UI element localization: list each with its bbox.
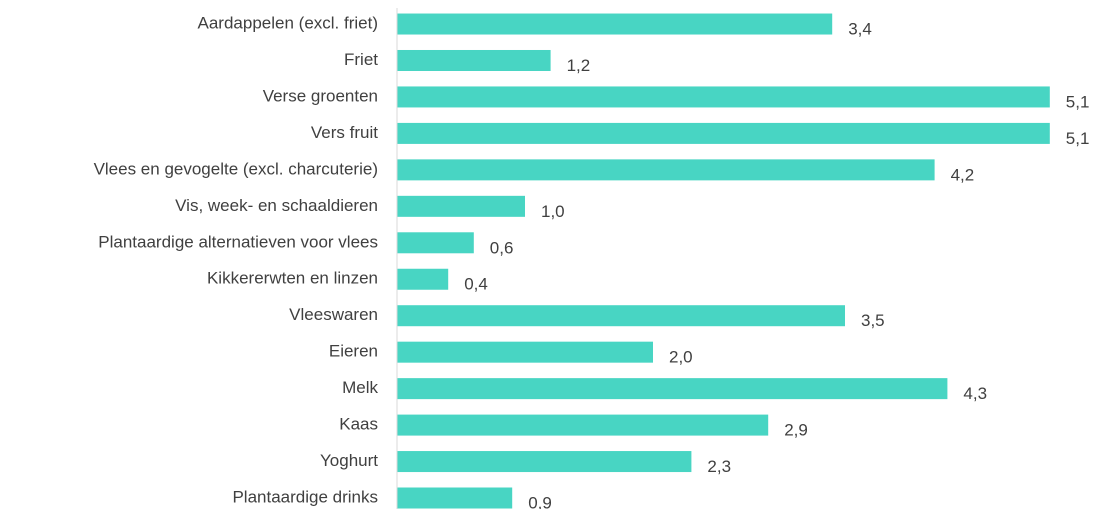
- value-label: 3,4: [848, 20, 872, 39]
- bar: [397, 378, 948, 400]
- value-label: 2,3: [707, 457, 731, 476]
- y-tick-label: Eieren: [329, 342, 378, 361]
- value-label: 5,1: [1066, 129, 1090, 148]
- y-tick-label: Kaas: [339, 415, 378, 434]
- bar: [397, 451, 692, 473]
- y-tick-label: Aardappelen (excl. friet): [198, 14, 378, 33]
- value-label: 0,9: [528, 493, 552, 509]
- bar: [397, 13, 833, 35]
- bar: [397, 159, 935, 181]
- bar: [397, 414, 769, 436]
- value-label: 2,9: [784, 421, 808, 440]
- y-tick-label: Vlees en gevogelte (excl. charcuterie): [94, 159, 378, 178]
- bar: [397, 268, 449, 290]
- value-label: 0,6: [490, 238, 514, 257]
- value-label: 0,4: [464, 275, 488, 294]
- bar: [397, 305, 845, 327]
- y-tick-label: Kikkererwten en linzen: [207, 269, 378, 288]
- y-tick-label: Vleeswaren: [289, 305, 378, 324]
- y-tick-label: Vis, week- en schaaldieren: [175, 196, 378, 215]
- bar: [397, 341, 653, 363]
- value-label: 4,3: [963, 384, 987, 403]
- y-tick-label: Verse groenten: [263, 86, 378, 105]
- bar: [397, 49, 551, 71]
- y-tick-label: Plantaardige drinks: [232, 487, 378, 506]
- value-label: 1,0: [541, 202, 565, 221]
- value-label: 3,5: [861, 311, 885, 330]
- value-label: 2,0: [669, 348, 693, 367]
- bar: [397, 86, 1050, 108]
- value-label: 5,1: [1066, 92, 1090, 111]
- y-tick-label: Plantaardige alternatieven voor vlees: [98, 232, 378, 251]
- value-label: 4,2: [951, 165, 975, 184]
- value-label: 1,2: [567, 56, 591, 75]
- bar: [397, 122, 1050, 144]
- y-tick-label: Melk: [342, 378, 378, 397]
- bar: [397, 232, 474, 254]
- y-tick-label: Friet: [344, 50, 378, 69]
- bar: [397, 195, 525, 217]
- y-tick-label: Yoghurt: [320, 451, 378, 470]
- bar: [397, 487, 513, 509]
- y-tick-label: Vers fruit: [311, 123, 378, 142]
